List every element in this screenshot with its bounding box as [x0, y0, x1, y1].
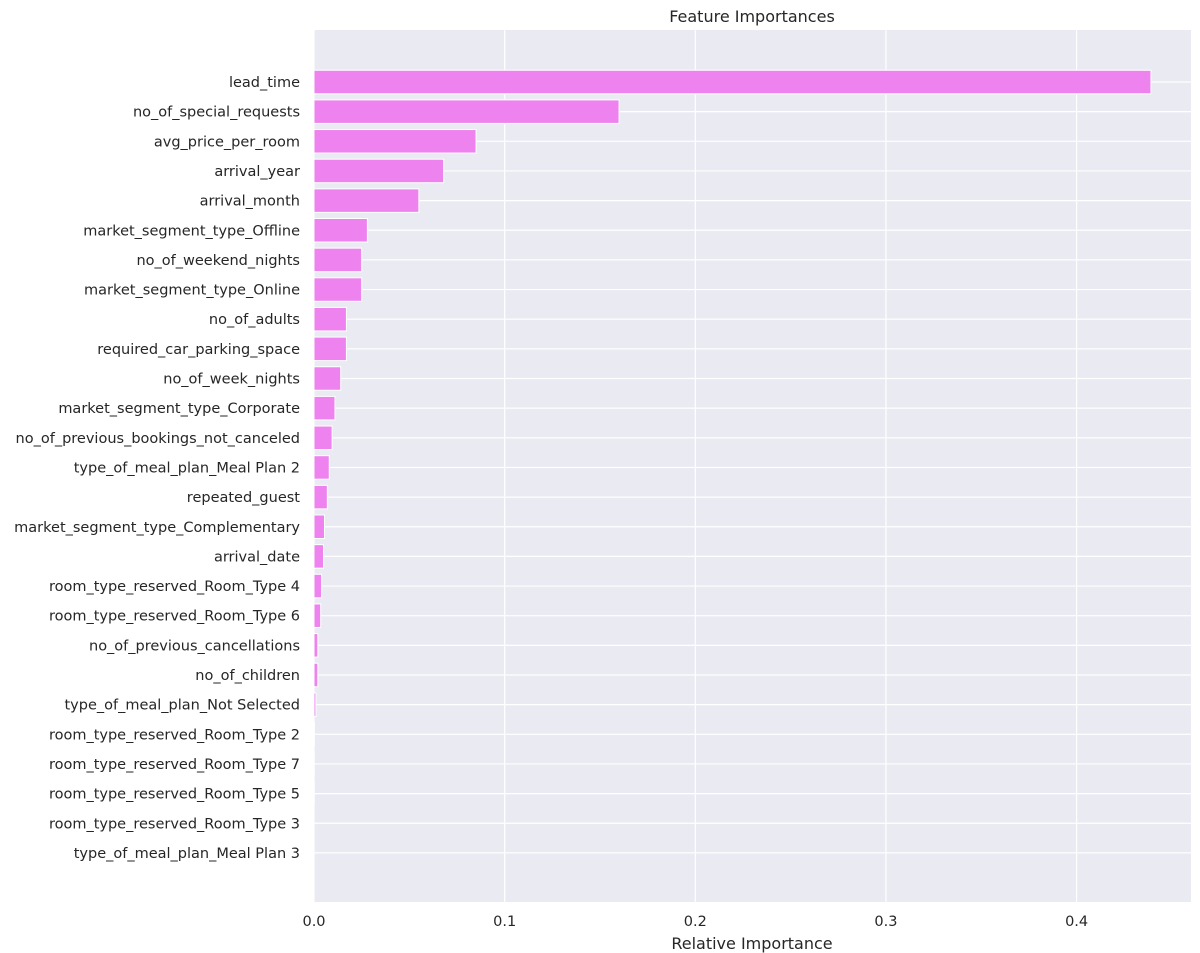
- bar: [313, 158, 445, 184]
- bar: [313, 484, 328, 510]
- bar: [313, 336, 347, 362]
- category-label: market_segment_type_Online: [84, 283, 300, 299]
- chart-title: Feature Importances: [669, 7, 835, 26]
- category-label: room_type_reserved_Room_Type 3: [49, 816, 300, 832]
- bar: [313, 277, 363, 302]
- category-label: no_of_previous_cancellations: [89, 638, 300, 654]
- category-label: no_of_week_nights: [163, 372, 300, 388]
- category-label: lead_time: [229, 75, 300, 91]
- category-label: market_segment_type_Offline: [83, 223, 300, 239]
- x-tick-label: 0.1: [493, 914, 516, 930]
- category-label: no_of_children: [195, 668, 300, 684]
- x-tick-label: 0.3: [874, 914, 897, 930]
- bar: [313, 544, 325, 569]
- bars: [313, 69, 1152, 806]
- category-label: type_of_meal_plan_Meal Plan 2: [74, 460, 300, 476]
- category-label: market_segment_type_Complementary: [14, 520, 300, 536]
- bar: [313, 129, 477, 154]
- bar: [313, 306, 347, 332]
- category-label: no_of_special_requests: [133, 105, 300, 121]
- x-tick-label: 0.0: [302, 914, 325, 930]
- category-label: market_segment_type_Corporate: [58, 401, 300, 417]
- bar: [313, 573, 323, 599]
- bar: [313, 99, 620, 124]
- category-label: arrival_month: [200, 194, 300, 210]
- category-label: room_type_reserved_Room_Type 4: [49, 579, 300, 595]
- category-label: type_of_meal_plan_Not Selected: [64, 698, 300, 714]
- x-tick-labels: 0.0 0.1 0.2 0.3 0.4: [302, 914, 1088, 930]
- category-labels: lead_time no_of_special_requests avg_price…: [14, 75, 300, 862]
- category-label: room_type_reserved_Room_Type 5: [49, 787, 300, 803]
- bar: [313, 247, 363, 273]
- category-label: repeated_guest: [187, 490, 301, 506]
- bar: [313, 425, 333, 451]
- x-tick-label: 0.2: [684, 914, 707, 930]
- bar: [313, 692, 317, 717]
- bar: [313, 69, 1152, 95]
- bar: [313, 603, 322, 628]
- category-label: type_of_meal_plan_Meal Plan 3: [74, 846, 300, 862]
- category-label: room_type_reserved_Room_Type 6: [49, 609, 300, 625]
- plot-background: [314, 30, 1191, 902]
- bar: [313, 662, 319, 688]
- category-label: no_of_previous_bookings_not_canceled: [16, 431, 300, 447]
- category-label: no_of_adults: [209, 312, 300, 328]
- category-label: avg_price_per_room: [154, 134, 300, 150]
- bar: [313, 455, 330, 480]
- bar: [313, 633, 319, 658]
- bar: [313, 188, 420, 213]
- category-label: arrival_date: [214, 549, 300, 565]
- x-axis-label: Relative Importance: [671, 934, 832, 953]
- bar: [313, 395, 336, 421]
- category-label: room_type_reserved_Room_Type 2: [49, 727, 300, 743]
- bar: [313, 218, 368, 243]
- category-label: required_car_parking_space: [97, 342, 300, 358]
- category-label: no_of_weekend_nights: [136, 253, 300, 269]
- x-tick-label: 0.4: [1065, 914, 1088, 930]
- bar: [313, 514, 325, 539]
- bar: [313, 366, 342, 391]
- category-label: room_type_reserved_Room_Type 7: [49, 757, 300, 773]
- category-label: arrival_year: [214, 164, 300, 180]
